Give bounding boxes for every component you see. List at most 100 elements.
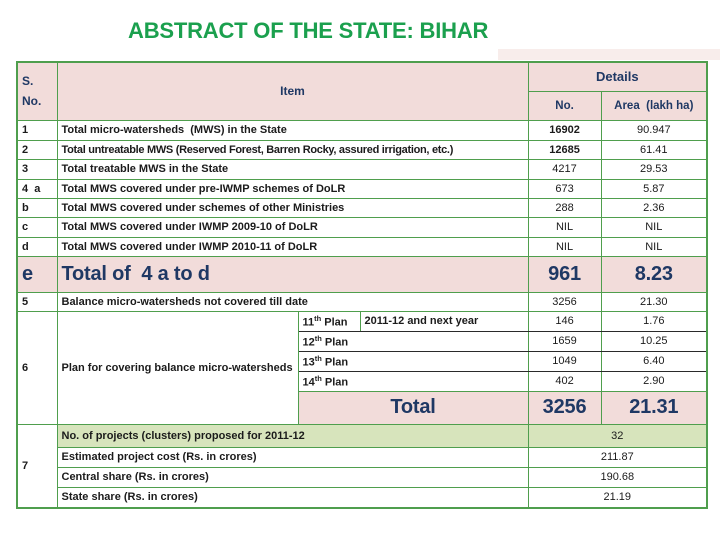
area-value-cell: 2.90 bbox=[600, 370, 708, 392]
value-cell: 211.87 bbox=[527, 446, 708, 468]
abstract-table: S. No. Item Details No. Area (lakh ha) 1… bbox=[16, 61, 709, 509]
item-cell: Total MWS covered under IWMP 2009-10 of … bbox=[56, 216, 529, 238]
header-sno: S. No. bbox=[16, 61, 58, 121]
header-sno-line1: S. bbox=[22, 74, 34, 89]
table-header-subrow: No. Area (lakh ha) bbox=[17, 90, 708, 121]
table-row-5: 5 Balance micro-watersheds not covered t… bbox=[16, 291, 708, 312]
sno-cell: e bbox=[16, 255, 58, 293]
area-value-cell: NIL bbox=[600, 216, 708, 238]
area-value-cell: 6.40 bbox=[600, 350, 708, 372]
plan-11-label: 11th Plan bbox=[297, 310, 361, 332]
value-cell: 21.19 bbox=[527, 486, 708, 509]
table-row-7b: Estimated project cost (Rs. in crores) 2… bbox=[17, 446, 708, 468]
table-header-row: S. No. Item Details bbox=[16, 61, 708, 121]
area-value-cell: 10.25 bbox=[600, 330, 708, 352]
plan-rest: Plan bbox=[321, 336, 349, 349]
header-sno-line2: No. bbox=[22, 94, 42, 109]
plan-num: 12 bbox=[302, 336, 315, 349]
item-cell: Total micro-watersheds (MWS) in the Stat… bbox=[56, 119, 529, 141]
item-cell: Total MWS covered under pre-IWMP schemes… bbox=[56, 178, 529, 199]
sno-cell: 6 bbox=[16, 310, 58, 425]
no-value-cell: 16902 bbox=[527, 119, 602, 141]
sno-cell: 5 bbox=[16, 291, 58, 312]
sno-cell: 1 bbox=[16, 119, 58, 141]
table-row-4a: 4 a Total MWS covered under pre-IWMP sch… bbox=[16, 178, 708, 199]
item-cell: Balance micro-watersheds not covered til… bbox=[56, 291, 529, 312]
no-value-cell: 1659 bbox=[527, 330, 602, 352]
sno-cell: 4 a bbox=[16, 178, 58, 199]
plan-total-label: Total bbox=[297, 390, 529, 425]
plan-13-label: 13th Plan bbox=[297, 350, 529, 372]
item-cell: Total of 4 a to d bbox=[56, 255, 529, 293]
table-row-e-total: e Total of 4 a to d 961 8.23 bbox=[16, 255, 708, 293]
area-value-cell: NIL bbox=[600, 236, 708, 257]
no-value-cell: 402 bbox=[527, 370, 602, 392]
item-cell: Total untreatable MWS (Reserved Forest, … bbox=[56, 139, 529, 160]
plan-sup: th bbox=[314, 333, 322, 343]
no-value-cell: 673 bbox=[527, 178, 602, 199]
plan-num: 14 bbox=[302, 376, 315, 389]
plan-12-label: 12th Plan bbox=[297, 330, 529, 352]
sno-cell: b bbox=[16, 197, 58, 218]
no-value-cell: 961 bbox=[527, 255, 602, 293]
sno-cell: 7 bbox=[16, 423, 58, 509]
area-value-cell: 29.53 bbox=[600, 158, 708, 180]
value-cell: 32 bbox=[527, 423, 708, 448]
item-cell: State share (Rs. in crores) bbox=[56, 486, 529, 509]
plan-14-label: 14th Plan bbox=[297, 370, 529, 392]
plan-sup: th bbox=[314, 353, 322, 363]
header-item: Item bbox=[56, 61, 529, 121]
plan-sup: th bbox=[314, 313, 322, 323]
no-value-cell: NIL bbox=[527, 236, 602, 257]
table-row-4d: d Total MWS covered under IWMP 2010-11 o… bbox=[16, 236, 708, 257]
table-row-7c: Central share (Rs. in crores) 190.68 bbox=[17, 466, 708, 488]
item-cell: Total MWS covered under IWMP 2010-11 of … bbox=[56, 236, 529, 257]
header-no: No. bbox=[527, 90, 602, 121]
area-value-cell: 61.41 bbox=[600, 139, 708, 160]
table-row-3: 3 Total treatable MWS in the State 4217 … bbox=[16, 158, 708, 180]
item-cell: Total treatable MWS in the State bbox=[56, 158, 529, 180]
no-value-cell: 288 bbox=[527, 197, 602, 218]
no-value-cell: 146 bbox=[527, 310, 602, 332]
item-cell: Total MWS covered under schemes of other… bbox=[56, 197, 529, 218]
table-row-6-plan-11: 6 Plan for covering balance micro-waters… bbox=[16, 310, 708, 425]
no-value-cell: 1049 bbox=[527, 350, 602, 372]
no-value-cell: 12685 bbox=[527, 139, 602, 160]
sno-cell: c bbox=[16, 216, 58, 238]
table-row-6-plan-14: 14th Plan 402 2.90 bbox=[17, 370, 708, 392]
area-value-cell: 1.76 bbox=[600, 310, 708, 332]
table-row-4b: b Total MWS covered under schemes of oth… bbox=[16, 197, 708, 218]
table-row-7a: 7 No. of projects (clusters) proposed fo… bbox=[16, 423, 708, 509]
plan-num: 13 bbox=[302, 356, 315, 369]
table-row-7d: State share (Rs. in crores) 21.19 bbox=[17, 486, 708, 509]
area-value-cell: 21.31 bbox=[600, 390, 708, 425]
item-cell: No. of projects (clusters) proposed for … bbox=[56, 423, 529, 448]
sno-cell: 3 bbox=[16, 158, 58, 180]
plan-num: 11 bbox=[302, 316, 315, 329]
sno-cell: d bbox=[16, 236, 58, 257]
area-value-cell: 8.23 bbox=[600, 255, 708, 293]
plan-sup: th bbox=[314, 373, 322, 383]
table-row-4c: c Total MWS covered under IWMP 2009-10 o… bbox=[16, 216, 708, 238]
area-value-cell: 90.947 bbox=[600, 119, 708, 141]
item-cell: Central share (Rs. in crores) bbox=[56, 466, 529, 488]
no-value-cell: 4217 bbox=[527, 158, 602, 180]
page-title: ABSTRACT OF THE STATE: BIHAR bbox=[128, 18, 489, 43]
no-value-cell: NIL bbox=[527, 216, 602, 238]
area-value-cell: 5.87 bbox=[600, 178, 708, 199]
table-row-6-plan-13: 13th Plan 1049 6.40 bbox=[17, 350, 708, 372]
sno-cell: 2 bbox=[16, 139, 58, 160]
table-row-2: 2 Total untreatable MWS (Reserved Forest… bbox=[16, 139, 708, 160]
area-value-cell: 2.36 bbox=[600, 197, 708, 218]
item-cell-plan-covering: Plan for covering balance micro-watershe… bbox=[56, 310, 299, 425]
value-cell: 190.68 bbox=[527, 466, 708, 488]
plan-11-year: 2011-12 and next year bbox=[359, 310, 529, 332]
table-row-6-plan-12: 12th Plan 1659 10.25 bbox=[17, 330, 708, 352]
table-row-1: 1 Total micro-watersheds (MWS) in the St… bbox=[16, 119, 708, 141]
plan-rest: Plan bbox=[321, 356, 349, 369]
plan-rest: Plan bbox=[321, 316, 348, 329]
no-value-cell: 3256 bbox=[527, 390, 602, 425]
table-row-6-total: Total 3256 21.31 bbox=[17, 390, 708, 425]
decorative-strip bbox=[498, 49, 720, 60]
no-value-cell: 3256 bbox=[527, 291, 602, 312]
